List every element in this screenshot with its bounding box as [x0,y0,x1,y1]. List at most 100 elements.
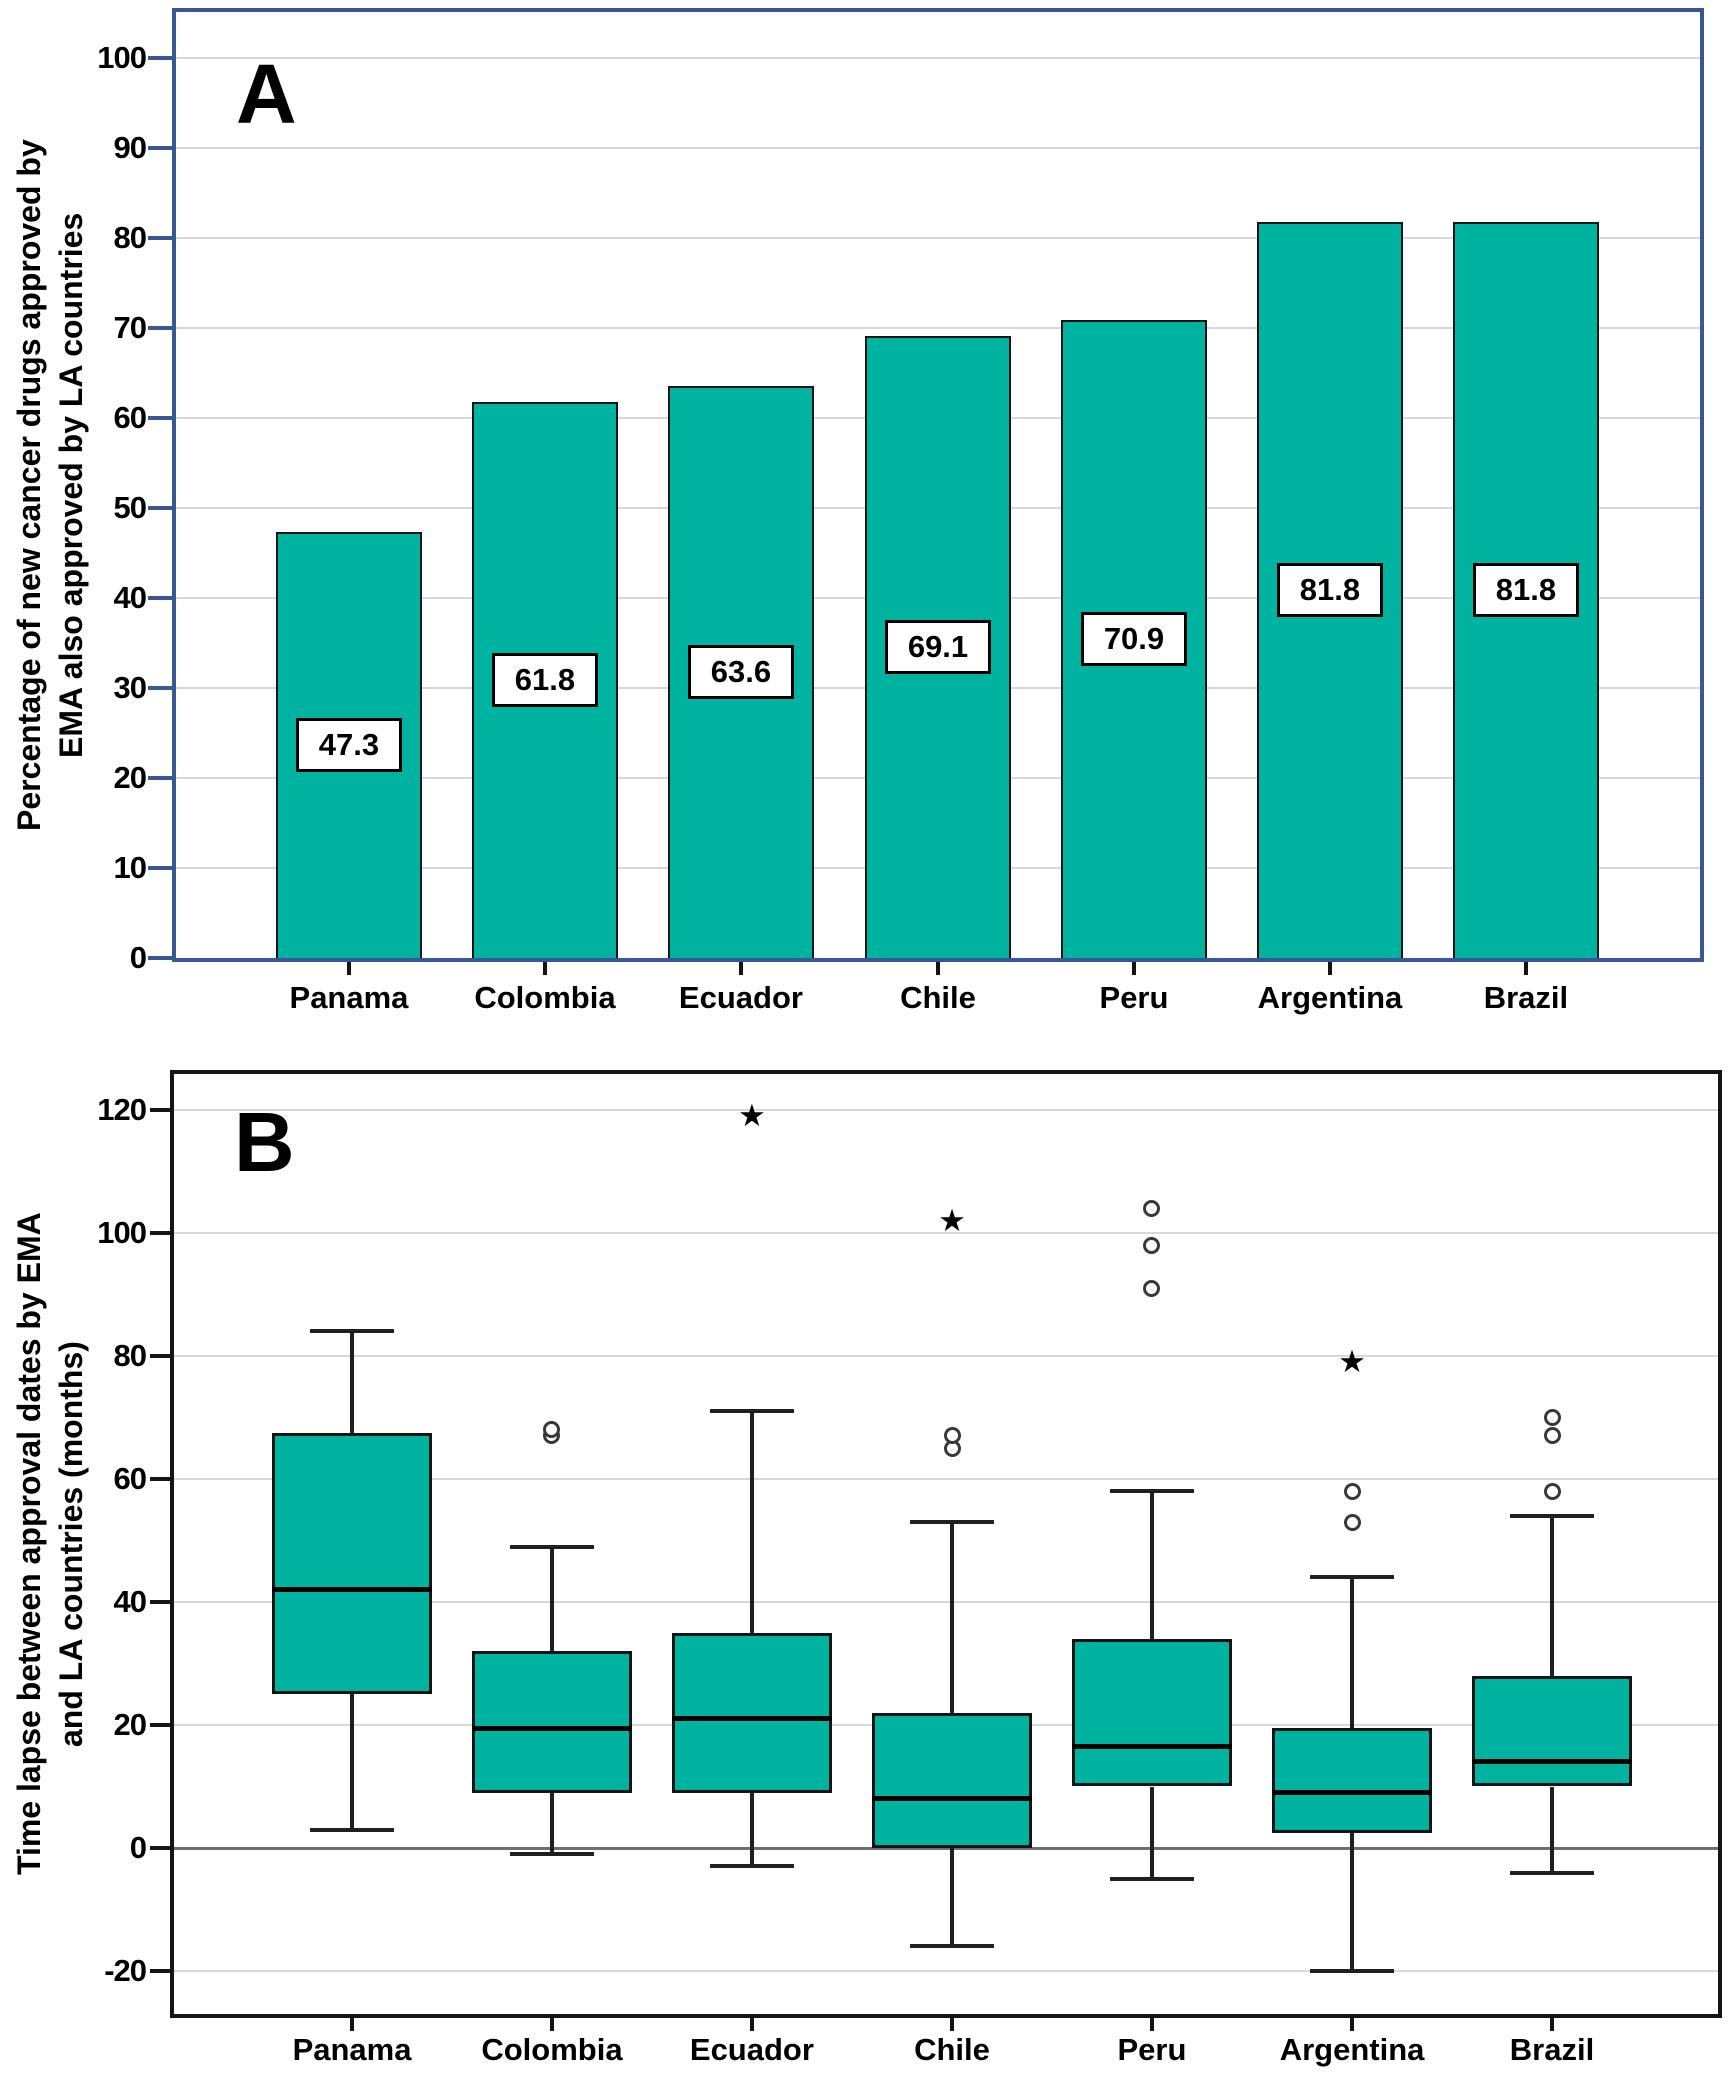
y-axis-tick-mark [148,146,176,150]
y-axis-tick-label: 70 [113,310,147,345]
x-axis-tick-mark [738,962,743,975]
whisker-upper-colombia [549,1546,554,1652]
bar-value-label: 81.8 [1472,562,1579,617]
y-axis-tick-mark [148,506,176,510]
box-panama [272,1432,433,1695]
y-axis-tick-mark [150,1600,174,1604]
y-axis-tick-label: 120 [97,1092,147,1127]
outlier-circle-marker [543,1421,561,1439]
box-argentina [1272,1728,1433,1833]
y-axis-tick-label: 40 [113,1584,147,1619]
x-axis-category-label: Panama [292,2032,412,2067]
whisker-upper-ecuador [749,1411,754,1633]
whisker-cap-upper-peru [1109,1489,1194,1494]
x-axis-tick-mark [549,2018,554,2031]
panel-b-plot-area: ★ ★ ★ [170,1070,1722,2018]
y-axis-tick-label: 100 [97,40,147,75]
y-axis-tick-mark [150,1846,174,1850]
whisker-cap-upper-colombia [509,1544,594,1549]
outlier-circle-marker [1143,1236,1161,1254]
x-axis-category-label: Peru [1099,980,1169,1015]
x-axis-category-label: Ecuador [678,980,803,1015]
x-axis-category-label: Chile [914,2032,990,2067]
gridline [174,1355,1718,1357]
gridline [176,147,1700,149]
whisker-lower-panama [350,1694,355,1830]
whisker-cap-lower-chile [910,1944,995,1949]
whisker-cap-upper-brazil [1510,1513,1595,1518]
whisker-cap-lower-brazil [1510,1870,1595,1875]
x-axis-category-label: Colombia [481,2032,623,2067]
y-axis-tick-label: 0 [129,1830,147,1865]
x-axis-tick-mark [542,962,547,975]
whisker-cap-lower-panama [310,1827,395,1832]
x-axis-tick-mark [1149,2018,1154,2031]
y-axis-tick-mark [148,416,176,420]
y-axis-tick-mark [150,1231,174,1235]
whisker-lower-argentina [1350,1832,1355,1971]
gridline [176,57,1700,59]
x-axis-tick-mark [1523,962,1528,975]
extreme-star-marker: ★ [1338,1344,1366,1380]
box-peru [1071,1638,1232,1787]
outlier-circle-marker [1343,1482,1361,1500]
y-axis-tick-mark [148,326,176,330]
x-axis-tick-mark [1327,962,1332,975]
bar-value-label: 47.3 [295,718,402,773]
median-line-peru [1071,1744,1232,1750]
whisker-cap-lower-peru [1109,1876,1194,1881]
y-axis-tick-label: 10 [113,850,147,885]
whisker-upper-chile [950,1522,955,1713]
x-axis-category-label: Brazil [1483,980,1569,1015]
x-axis-tick-mark [749,2018,754,2031]
x-axis-tick-mark [936,962,940,975]
x-axis-category-label: Argentina [1279,2032,1425,2067]
panel-a-letter: A [236,47,297,141]
whisker-cap-lower-argentina [1310,1969,1395,1973]
outlier-circle-marker [1543,1409,1561,1426]
y-axis-tick-label: 80 [113,220,147,255]
x-axis-category-label: Chile [900,980,976,1015]
whisker-lower-ecuador [749,1792,754,1867]
outlier-circle-marker [1143,1199,1161,1217]
box-ecuador [671,1632,832,1793]
whisker-cap-upper-chile [910,1520,995,1525]
x-axis-tick-mark [1550,2018,1555,2031]
whisker-upper-peru [1149,1491,1154,1639]
y-axis-tick-mark [148,866,176,870]
y-axis-tick-mark [150,1477,174,1481]
y-axis-tick-label: 20 [113,1707,147,1742]
gridline [174,1109,1718,1111]
bar-value-label: 63.6 [687,644,794,699]
x-axis-category-label: Brazil [1509,2032,1595,2067]
gridline [176,237,1700,239]
y-axis-tick-label: -20 [104,1953,147,1988]
y-axis-tick-mark [148,956,176,960]
y-axis-tick-mark [148,56,176,60]
box-chile [872,1712,1033,1848]
outlier-circle-marker [943,1427,961,1445]
y-axis-tick-label: 40 [113,580,147,615]
panel-a-plot-area: 47.3 61.8 63.6 69.1 70.9 81.8 81.8 [172,8,1704,962]
median-line-chile [872,1796,1033,1802]
median-line-ecuador [671,1716,832,1722]
box-colombia [471,1651,632,1793]
outlier-circle-marker [1543,1482,1561,1500]
y-axis-tick-mark [150,1108,174,1112]
whisker-lower-colombia [549,1792,554,1855]
bar-value-label: 81.8 [1276,562,1383,617]
whisker-lower-brazil [1550,1786,1555,1873]
y-axis-tick-label: 60 [113,1461,147,1496]
extreme-star-marker: ★ [738,1098,766,1134]
bar-value-label: 69.1 [885,620,991,675]
whisker-upper-brazil [1550,1515,1555,1676]
gridline [174,1601,1718,1603]
zero-line [174,1847,1718,1850]
y-axis-tick-label: 100 [97,1215,147,1250]
y-axis-tick-label: 30 [113,670,147,705]
gridline [174,1232,1718,1234]
y-axis-tick-mark [150,1354,174,1358]
y-axis-tick-label: 20 [113,760,147,795]
x-axis-tick-mark [950,2018,955,2031]
